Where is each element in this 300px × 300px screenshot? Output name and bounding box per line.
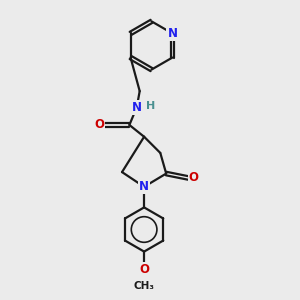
Text: O: O	[189, 172, 199, 184]
Text: N: N	[139, 180, 149, 193]
Text: CH₃: CH₃	[134, 281, 154, 291]
Text: O: O	[94, 118, 104, 131]
Text: N: N	[132, 101, 142, 114]
Text: N: N	[167, 27, 177, 40]
Text: O: O	[139, 263, 149, 276]
Text: H: H	[146, 101, 155, 111]
